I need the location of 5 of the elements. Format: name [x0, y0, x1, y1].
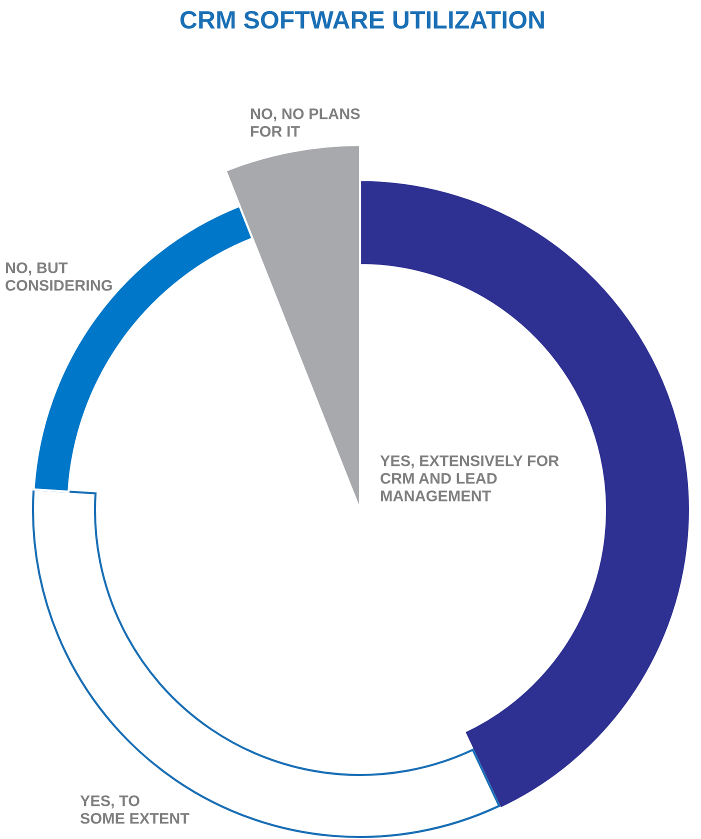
slice-label: YES, TO SOME EXTENT: [80, 795, 190, 824]
slice-label: NO, BUT CONSIDERING: [6, 262, 112, 291]
slice-label: YES, EXTENSIVELY FOR CRM AND LEAD MANAGEMENT: [380, 455, 559, 502]
slice-label: NO, NO PLANS FOR IT: [251, 108, 360, 137]
chart-title: CRM SOFTWARE UTILIZATION: [180, 11, 544, 29]
